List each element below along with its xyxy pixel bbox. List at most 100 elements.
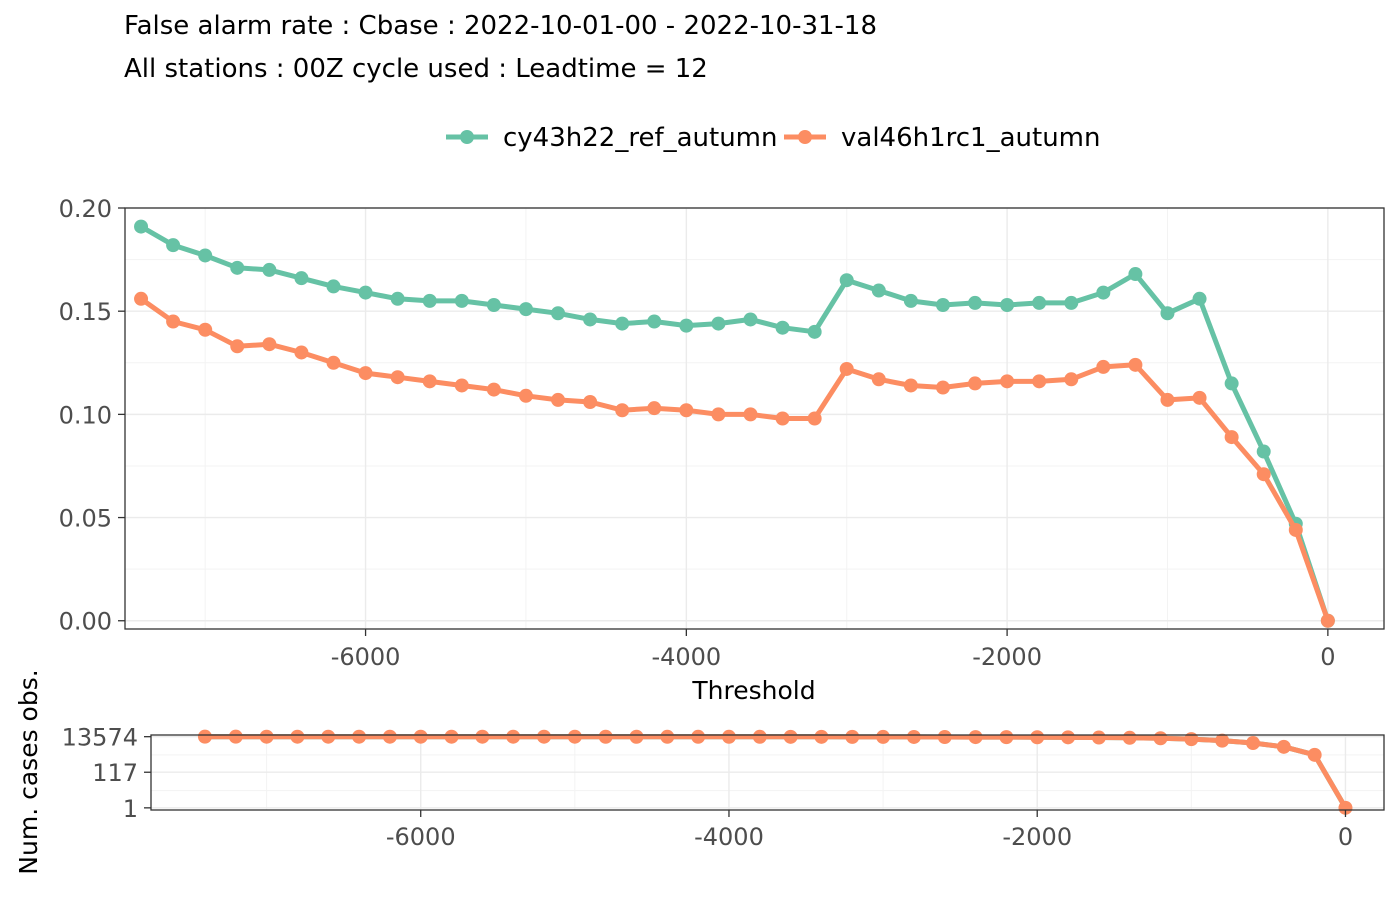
count-data-point xyxy=(629,729,644,744)
data-point-series1 xyxy=(422,293,437,308)
count-data-point xyxy=(1153,731,1168,746)
count-x-tick-label: 0 xyxy=(1338,823,1353,851)
data-point-series1 xyxy=(1224,376,1239,391)
data-point-series1 xyxy=(647,314,662,329)
data-point-series2 xyxy=(358,366,373,381)
x-tick-label: 0 xyxy=(1320,643,1335,671)
y-tick-label: 0.00 xyxy=(59,608,112,636)
y-tick-label: 0.10 xyxy=(59,401,112,429)
data-point-series1 xyxy=(935,297,950,312)
data-point-series2 xyxy=(968,376,983,391)
data-point-series1 xyxy=(1192,291,1207,306)
data-point-series2 xyxy=(326,355,341,370)
count-data-point xyxy=(352,729,367,744)
legend-label-series2: val46h1rc1_autumn xyxy=(841,123,1101,153)
count-data-point xyxy=(1030,730,1045,745)
x-tick-label: -4000 xyxy=(651,643,721,671)
data-point-series1 xyxy=(1128,267,1143,282)
count-x-tick-label: -2000 xyxy=(1002,823,1072,851)
data-point-series2 xyxy=(166,314,181,329)
data-point-series1 xyxy=(454,293,469,308)
count-data-point xyxy=(444,729,459,744)
data-point-series2 xyxy=(871,372,886,387)
count-data-point xyxy=(1215,733,1230,748)
data-point-series2 xyxy=(390,370,405,385)
y-tick-label: 0.20 xyxy=(59,195,112,223)
legend-item-series1: cy43h22_ref_autumn xyxy=(446,123,778,153)
data-point-series1 xyxy=(198,248,213,263)
count-data-point xyxy=(228,729,243,744)
count-data-point xyxy=(1338,800,1353,815)
y-tick-label: 0.05 xyxy=(59,505,112,533)
data-point-series2 xyxy=(1192,390,1207,405)
count-data-point xyxy=(1061,730,1076,745)
data-point-series2 xyxy=(1160,392,1175,407)
data-point-series1 xyxy=(903,293,918,308)
data-point-series2 xyxy=(679,403,694,418)
count-data-point xyxy=(567,729,582,744)
main-panel-border xyxy=(124,207,1385,630)
count-data-point xyxy=(1184,732,1199,747)
data-point-series2 xyxy=(198,322,213,337)
data-point-series2 xyxy=(839,361,854,376)
count-data-point xyxy=(413,729,428,744)
data-point-series2 xyxy=(903,378,918,393)
data-point-series1 xyxy=(230,260,245,275)
count-data-point xyxy=(906,729,921,744)
count-data-point xyxy=(968,730,983,745)
data-point-series1 xyxy=(551,306,566,321)
data-point-series2 xyxy=(230,339,245,354)
count-data-point xyxy=(382,729,397,744)
data-point-series1 xyxy=(1000,297,1015,312)
data-point-series2 xyxy=(422,374,437,389)
data-point-series2 xyxy=(935,380,950,395)
data-point-series2 xyxy=(1032,374,1047,389)
legend-item-series2: val46h1rc1_autumn xyxy=(784,123,1101,153)
data-point-series1 xyxy=(807,324,822,339)
count-y-tick-label: 117 xyxy=(92,759,138,787)
data-point-series2 xyxy=(615,403,630,418)
data-point-series1 xyxy=(1160,306,1175,321)
chart-title-line2: All stations : 00Z cycle used : Leadtime… xyxy=(124,54,708,84)
data-point-series1 xyxy=(615,316,630,331)
series-line-1 xyxy=(139,224,1331,622)
data-point-series2 xyxy=(807,411,822,426)
count-data-point xyxy=(598,729,613,744)
data-point-series2 xyxy=(134,291,149,306)
count-y-tick-label: 1 xyxy=(123,795,138,823)
data-point-series1 xyxy=(743,312,758,327)
data-point-series2 xyxy=(1000,374,1015,389)
count-data-point xyxy=(752,729,767,744)
data-point-series1 xyxy=(679,318,694,333)
data-point-series2 xyxy=(1320,613,1335,628)
count-data-point xyxy=(1245,736,1260,751)
count-x-tick-label: -4000 xyxy=(694,823,764,851)
data-point-series1 xyxy=(262,262,277,277)
count-data-point xyxy=(506,729,521,744)
count-data-point xyxy=(691,729,706,744)
data-point-series2 xyxy=(551,392,566,407)
count-data-point xyxy=(660,729,675,744)
count-data-point xyxy=(537,729,552,744)
count-data-point xyxy=(1307,747,1322,762)
data-point-series1 xyxy=(583,312,598,327)
x-tick-label: -6000 xyxy=(331,643,401,671)
data-point-series2 xyxy=(262,337,277,352)
data-point-series2 xyxy=(1128,357,1143,372)
count-y-tick-label: 13574 xyxy=(62,724,138,752)
x-axis-title: Threshold xyxy=(691,676,815,705)
data-point-series2 xyxy=(647,401,662,416)
count-plot-panel: 1 117 13574 -6000 -4000 -2000 0 xyxy=(62,724,1385,851)
x-tick-label: -2000 xyxy=(972,643,1042,671)
count-data-point xyxy=(814,729,829,744)
data-point-series2 xyxy=(1288,522,1303,537)
count-data-point xyxy=(845,729,860,744)
data-point-series1 xyxy=(871,283,886,298)
count-data-point xyxy=(999,730,1014,745)
y-tick-label: 0.15 xyxy=(59,298,112,326)
data-point-series2 xyxy=(743,407,758,422)
count-data-point xyxy=(1276,739,1291,754)
data-point-series2 xyxy=(518,388,533,403)
count-y-axis-title: Num. cases obs. xyxy=(14,669,43,874)
data-point-series1 xyxy=(1256,444,1271,459)
